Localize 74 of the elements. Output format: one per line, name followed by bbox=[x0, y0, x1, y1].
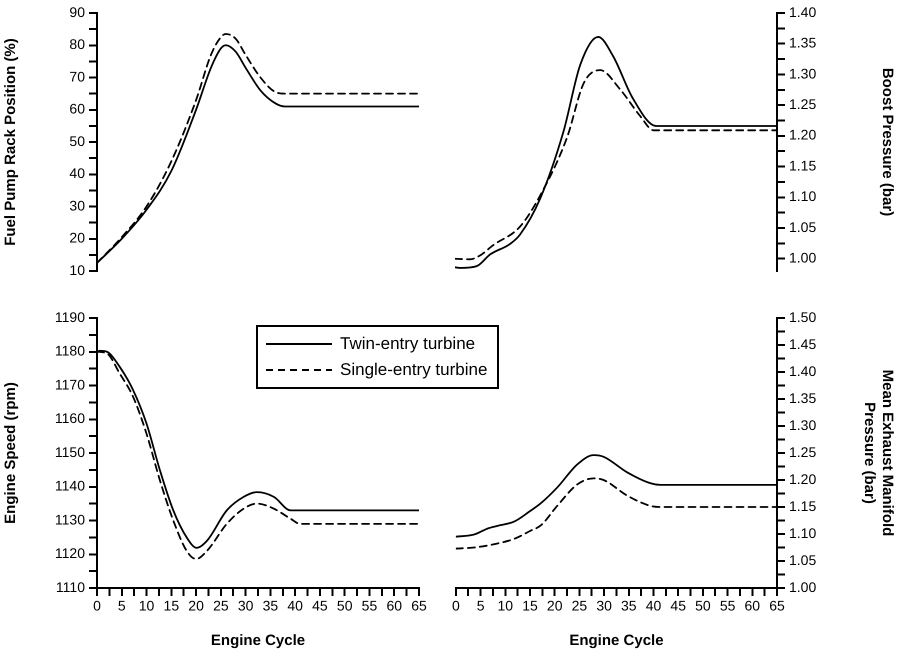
legend-label: Single-entry turbine bbox=[340, 359, 488, 381]
x-tick-label: 30 bbox=[596, 597, 612, 614]
x-tick-label: 15 bbox=[522, 597, 538, 614]
y2-tick-label: 1.10 bbox=[789, 188, 816, 204]
x-tick-label: 10 bbox=[138, 597, 155, 614]
y2-tick-label: 1.15 bbox=[789, 157, 816, 174]
y-tick-label: 1120 bbox=[54, 545, 86, 562]
y2-tick-label: 1.25 bbox=[789, 444, 816, 460]
x-tick-label: 0 bbox=[93, 597, 102, 614]
x-tick-label: 25 bbox=[572, 597, 588, 614]
x-tick-label: 20 bbox=[188, 597, 204, 614]
x-tick-label: 45 bbox=[670, 597, 686, 614]
y2-tick-label: 1.40 bbox=[789, 362, 816, 379]
x-tick-label: 50 bbox=[695, 597, 711, 614]
x-tick-label: 15 bbox=[164, 597, 180, 614]
x-tick-label: 35 bbox=[262, 597, 278, 614]
y-tick-label: 1150 bbox=[54, 444, 86, 460]
y-tick-label: 1130 bbox=[54, 511, 86, 528]
x-tick-label: 20 bbox=[546, 597, 563, 614]
y2-tick-label: 1.30 bbox=[789, 65, 816, 82]
y-tick-label: 60 bbox=[69, 100, 86, 117]
x-tick-label: 35 bbox=[621, 597, 637, 614]
y2-tick-label: 1.25 bbox=[789, 96, 816, 112]
x-axis-title: Engine Cycle bbox=[210, 632, 306, 650]
x-tick-label: 5 bbox=[476, 597, 485, 614]
y2-tick-label: 1.15 bbox=[789, 498, 816, 514]
y2-tick-label: 1.35 bbox=[789, 390, 816, 406]
y-tick-label: 10 bbox=[69, 262, 86, 278]
y2-tick-label: 1.40 bbox=[789, 4, 816, 20]
x-tick-label: 10 bbox=[498, 597, 514, 614]
y-tick-label: 1110 bbox=[56, 578, 86, 595]
x-tick-label: 40 bbox=[287, 597, 304, 614]
y-tick-label: 50 bbox=[69, 132, 86, 149]
x-tick-label: 45 bbox=[312, 597, 328, 614]
y-tick-label: 80 bbox=[69, 36, 86, 52]
y-tick-label: 30 bbox=[69, 197, 86, 214]
y-axis-title: Fuel Pump Rack Position (%) bbox=[2, 38, 20, 246]
y2-tick-label: 1.00 bbox=[789, 250, 816, 266]
x-tick-label: 25 bbox=[213, 597, 229, 614]
y-tick-label: 70 bbox=[69, 68, 86, 84]
y2-tick-label: 1.50 bbox=[789, 308, 816, 325]
y2-tick-label: 1.35 bbox=[789, 34, 816, 51]
x-axis-title: Engine Cycle bbox=[569, 632, 664, 650]
x-tick-label: 50 bbox=[336, 597, 353, 614]
y2-axis-title: Boost Pressure (bar) bbox=[878, 68, 896, 216]
y2-axis-title: Mean Exhaust Manifold Pressure (bar) bbox=[860, 370, 896, 536]
x-tick-label: 65 bbox=[411, 597, 427, 614]
x-tick-label: 5 bbox=[118, 597, 126, 614]
y-axis-title: Engine Speed (rpm) bbox=[2, 382, 20, 524]
y2-tick-label: 1.45 bbox=[789, 336, 816, 352]
x-tick-label: 60 bbox=[386, 597, 402, 614]
x-tick-label: 30 bbox=[238, 597, 254, 614]
y-tick-label: 1160 bbox=[54, 410, 86, 426]
legend-label: Twin-entry turbine bbox=[340, 333, 476, 355]
x-tick-label: 0 bbox=[452, 597, 460, 614]
y-tick-label: 90 bbox=[69, 4, 86, 20]
x-tick-label: 40 bbox=[646, 597, 662, 614]
y2-tick-label: 1.10 bbox=[789, 524, 816, 541]
y2-tick-label: 1.00 bbox=[789, 578, 816, 595]
y2-tick-label: 1.30 bbox=[789, 416, 816, 433]
y2-tick-label: 1.20 bbox=[789, 126, 816, 143]
y-tick-label: 20 bbox=[69, 230, 86, 246]
y2-tick-label: 1.05 bbox=[789, 218, 816, 235]
x-tick-label: 60 bbox=[744, 597, 760, 614]
x-tick-label: 55 bbox=[362, 597, 378, 614]
y2-tick-label: 1.05 bbox=[789, 552, 816, 568]
y-tick-label: 40 bbox=[69, 165, 86, 182]
y-tick-label: 1140 bbox=[54, 478, 86, 494]
y-tick-label: 1190 bbox=[54, 308, 86, 325]
y2-tick-label: 1.20 bbox=[789, 470, 816, 487]
x-tick-label: 55 bbox=[720, 597, 736, 614]
y-tick-label: 1180 bbox=[54, 342, 86, 359]
y-tick-label: 1170 bbox=[54, 376, 86, 392]
x-tick-label: 65 bbox=[769, 597, 785, 614]
